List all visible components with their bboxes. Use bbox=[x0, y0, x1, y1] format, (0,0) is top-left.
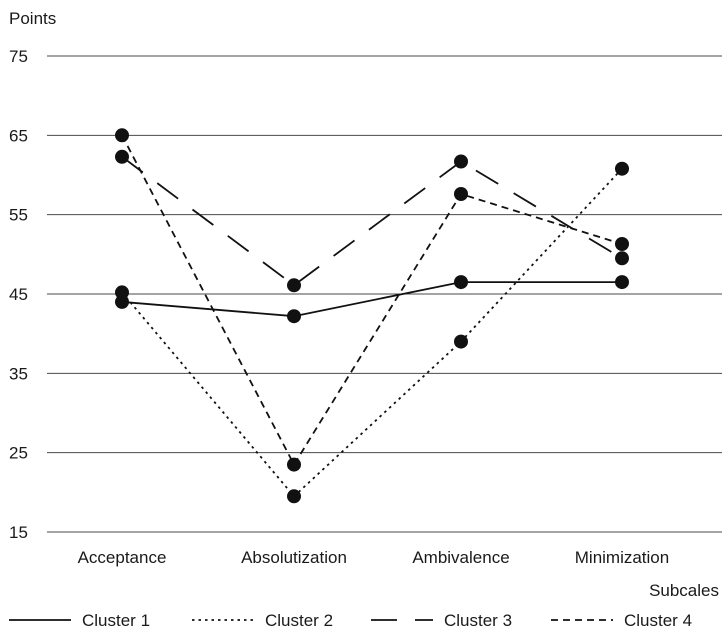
y-axis-title: Points bbox=[9, 9, 56, 28]
x-tick-label: Acceptance bbox=[78, 548, 167, 567]
x-tick-label: Absolutization bbox=[241, 548, 347, 567]
legend-label-cluster-3: Cluster 3 bbox=[444, 611, 512, 630]
data-point-cluster-1 bbox=[454, 275, 468, 290]
data-point-cluster-4 bbox=[287, 457, 301, 472]
series-lines bbox=[121, 134, 623, 498]
legend-label-cluster-4: Cluster 4 bbox=[624, 611, 692, 630]
y-tick-label: 45 bbox=[9, 285, 28, 304]
x-axis-title: Subcales bbox=[649, 581, 719, 600]
x-tick-label: Ambivalence bbox=[412, 548, 509, 567]
y-tick-label: 15 bbox=[9, 523, 28, 542]
y-tick-labels: 15 25 35 45 55 65 75 bbox=[9, 47, 28, 542]
data-point-cluster-1 bbox=[287, 309, 301, 324]
data-point-cluster-4 bbox=[115, 128, 129, 143]
series-line-cluster-3 bbox=[121, 156, 623, 287]
data-point-cluster-3 bbox=[115, 149, 129, 164]
legend-label-cluster-2: Cluster 2 bbox=[265, 611, 333, 630]
data-point-cluster-1 bbox=[615, 275, 629, 290]
data-point-cluster-3 bbox=[287, 278, 301, 293]
gridlines bbox=[47, 55, 722, 533]
data-point-cluster-2 bbox=[115, 285, 129, 300]
data-points bbox=[115, 128, 629, 504]
legend-label-cluster-1: Cluster 1 bbox=[82, 611, 150, 630]
data-point-cluster-2 bbox=[615, 161, 629, 176]
y-tick-label: 75 bbox=[9, 47, 28, 66]
series-line-cluster-1 bbox=[121, 281, 622, 318]
legend: Cluster 1 Cluster 2 Cluster 3 Cluster 4 bbox=[9, 611, 692, 630]
y-tick-label: 55 bbox=[9, 206, 28, 225]
data-point-cluster-3 bbox=[454, 154, 468, 169]
data-point-cluster-3 bbox=[615, 251, 629, 266]
data-point-cluster-2 bbox=[454, 334, 468, 349]
y-tick-label: 65 bbox=[9, 126, 28, 145]
data-point-cluster-4 bbox=[454, 187, 468, 201]
x-tick-labels: Acceptance Absolutization Ambivalence Minim… bbox=[78, 548, 670, 567]
data-point-cluster-2 bbox=[287, 489, 301, 504]
series-line-cluster-2 bbox=[121, 168, 623, 498]
x-tick-label: Minimization bbox=[575, 548, 669, 567]
series-line-cluster-4 bbox=[121, 134, 623, 467]
y-tick-label: 25 bbox=[9, 444, 28, 463]
y-tick-label: 35 bbox=[9, 364, 28, 383]
data-point-cluster-4 bbox=[615, 237, 629, 251]
